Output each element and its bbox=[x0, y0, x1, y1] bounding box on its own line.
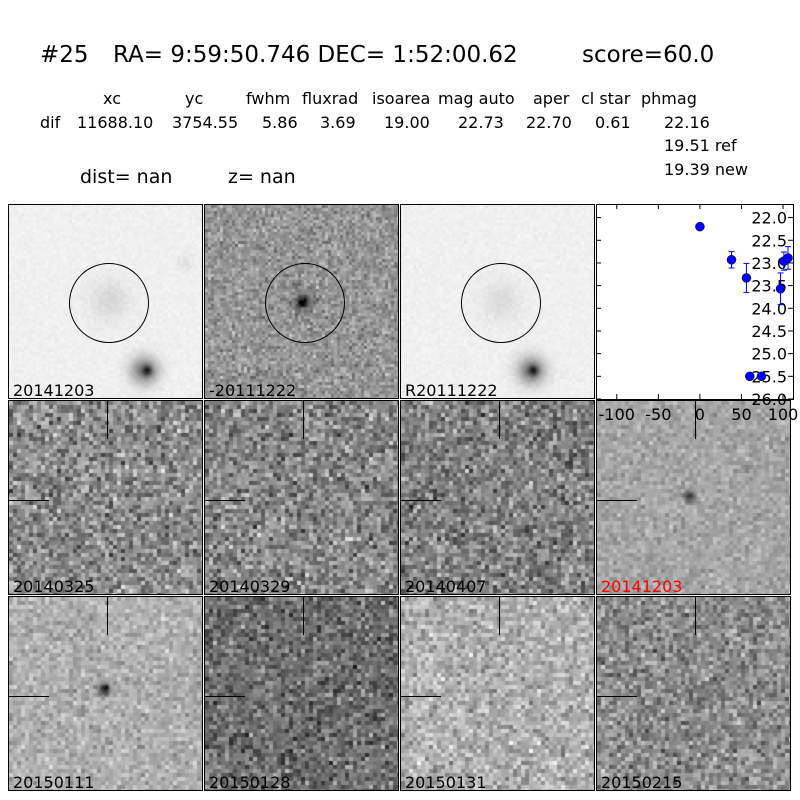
stamp-label: 20150215 bbox=[601, 773, 683, 791]
col-header: fwhm bbox=[246, 89, 291, 108]
marker-tick bbox=[597, 696, 637, 697]
stamp-label: 20140407 bbox=[405, 577, 487, 595]
aperture-circle bbox=[265, 263, 345, 343]
value: 3754.55 bbox=[172, 113, 239, 132]
y-tick-label: 24.5 bbox=[751, 322, 787, 341]
stamp-panel: 20150215 bbox=[596, 596, 791, 791]
value: 22.16 bbox=[664, 113, 710, 132]
value: 5.86 bbox=[262, 113, 298, 132]
light-curve-plot: 22.022.523.023.524.024.525.025.526.0-100… bbox=[596, 204, 799, 424]
marker-tick bbox=[695, 597, 696, 635]
col-header: yc bbox=[185, 89, 204, 108]
ref-image-panel: R20111222 bbox=[400, 204, 595, 399]
col-header: phmag bbox=[641, 89, 697, 108]
value: 22.70 bbox=[526, 113, 572, 132]
data-point bbox=[741, 273, 752, 283]
y-tick-label: 22.5 bbox=[751, 231, 787, 250]
value: 11688.10 bbox=[77, 113, 154, 132]
x-tick-label: -100 bbox=[599, 405, 635, 424]
stamp-panel: 20150111 bbox=[8, 596, 203, 791]
x-tick-label: -50 bbox=[645, 405, 671, 424]
marker-tick bbox=[401, 696, 441, 697]
col-header: fluxrad bbox=[302, 89, 359, 108]
image bbox=[597, 597, 790, 790]
marker-tick bbox=[9, 500, 49, 501]
marker-tick bbox=[401, 500, 441, 501]
data-point bbox=[783, 253, 793, 263]
image bbox=[9, 401, 202, 594]
data-point bbox=[695, 221, 705, 232]
candidate-id: #25 bbox=[40, 42, 89, 68]
stamp-label: 20150128 bbox=[209, 773, 291, 791]
coordinates: RA= 9:59:50.746 DEC= 1:52:00.62 bbox=[113, 42, 518, 68]
stamp-panel: 20140325 bbox=[8, 400, 203, 595]
stamp-label: 20140325 bbox=[13, 577, 95, 595]
x-tick-label: 100 bbox=[768, 405, 799, 424]
marker-tick bbox=[499, 597, 500, 635]
panel-label: -20111222 bbox=[209, 381, 297, 399]
stamp-label: 20141203 bbox=[601, 577, 683, 595]
image bbox=[205, 597, 398, 790]
data-point bbox=[726, 255, 737, 265]
image bbox=[205, 401, 398, 594]
stamp-label: 20150111 bbox=[13, 773, 95, 791]
marker-tick bbox=[303, 401, 304, 439]
new-image-panel: 20141203 bbox=[8, 204, 203, 399]
stamp-label: 20140329 bbox=[209, 577, 291, 595]
new-mag: 19.39 new bbox=[664, 160, 748, 179]
value: 19.00 bbox=[384, 113, 430, 132]
stamp-panel: 20141203 bbox=[596, 400, 791, 595]
panel-label: 20141203 bbox=[13, 381, 95, 399]
image bbox=[597, 401, 790, 594]
plot-frame bbox=[596, 204, 794, 400]
y-tick-label: 24.0 bbox=[751, 299, 787, 318]
aperture-circle bbox=[461, 263, 541, 343]
marker-tick bbox=[205, 500, 245, 501]
value: 3.69 bbox=[320, 113, 356, 132]
image bbox=[401, 401, 594, 594]
stamp-panel: 20150131 bbox=[400, 596, 595, 791]
data-point bbox=[775, 284, 786, 294]
y-tick-label: 25.0 bbox=[751, 345, 787, 364]
col-header: isoarea bbox=[372, 89, 431, 108]
panel-label: R20111222 bbox=[405, 381, 498, 399]
marker-tick bbox=[499, 401, 500, 439]
stamp-panel: 20140329 bbox=[204, 400, 399, 595]
y-tick-label: 22.0 bbox=[751, 209, 787, 228]
score: score=60.0 bbox=[582, 42, 715, 68]
ref-mag: 19.51 ref bbox=[664, 136, 737, 155]
aperture-circle bbox=[69, 263, 149, 343]
x-tick-label: 50 bbox=[731, 405, 751, 424]
y-tick-label: 23.0 bbox=[751, 254, 787, 273]
stamp-label: 20150131 bbox=[405, 773, 487, 791]
marker-tick bbox=[205, 696, 245, 697]
marker-tick bbox=[107, 401, 108, 439]
value: 22.73 bbox=[458, 113, 504, 132]
image bbox=[9, 597, 202, 790]
stamp-panel: 20150128 bbox=[204, 596, 399, 791]
marker-tick bbox=[9, 696, 49, 697]
col-header: aper bbox=[533, 89, 570, 108]
row-label: dif bbox=[40, 113, 61, 132]
marker-tick bbox=[695, 401, 696, 439]
col-header: xc bbox=[103, 89, 121, 108]
col-header: cl star bbox=[581, 89, 631, 108]
dist: dist= nan bbox=[80, 166, 173, 188]
marker-tick bbox=[597, 500, 637, 501]
marker-tick bbox=[107, 597, 108, 635]
data-point bbox=[745, 371, 755, 382]
marker-tick bbox=[303, 597, 304, 635]
image bbox=[401, 597, 594, 790]
data-point bbox=[756, 371, 767, 382]
stamp-panel: 20140407 bbox=[400, 400, 595, 595]
x-tick-label: 0 bbox=[695, 405, 705, 424]
y-tick-label: 26.0 bbox=[751, 390, 787, 409]
z: z= nan bbox=[228, 166, 296, 188]
col-header: mag auto bbox=[438, 89, 515, 108]
value: 0.61 bbox=[595, 113, 631, 132]
diff-image-panel: -20111222 bbox=[204, 204, 399, 399]
